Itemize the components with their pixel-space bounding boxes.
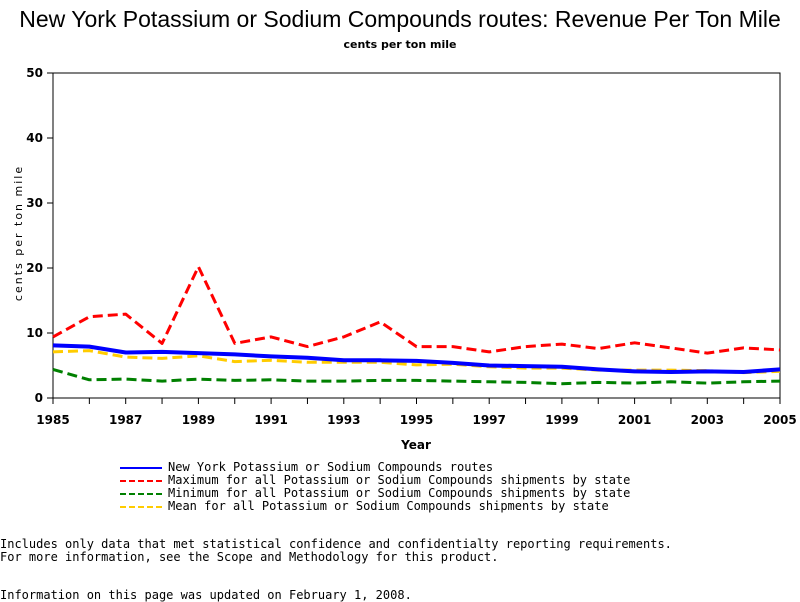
y-tick-label: 40 [26, 131, 43, 145]
legend-item: Maximum for all Potassium or Sodium Comp… [120, 474, 630, 487]
legend-swatch [120, 505, 162, 508]
line-chart: 0 10 20 30 40 50 1985 1987 1989 1991 1993 1995 1997 1… [12, 66, 797, 452]
legend-label: Minimum for all Potassium or Sodium Comp… [168, 486, 631, 500]
footnote-methodology: For more information, see the Scope and … [0, 550, 499, 564]
legend-item: New York Potassium or Sodium Compounds r… [120, 461, 630, 474]
x-tick-label: 1991 [254, 413, 287, 427]
x-tick-label: 2001 [618, 413, 651, 427]
y-tick-label: 20 [26, 261, 43, 275]
y-tick-label: 10 [26, 326, 43, 340]
x-tick-label: 1989 [182, 413, 215, 427]
chart-subtitle: cents per ton mile [343, 38, 457, 51]
legend-item: Mean for all Potassium or Sodium Compoun… [120, 500, 630, 513]
y-tick-label: 30 [26, 196, 43, 210]
chart-title: New York Potassium or Sodium Compounds r… [19, 6, 781, 32]
x-axis-label: Year [400, 438, 431, 452]
axes: 0 10 20 30 40 50 1985 1987 1989 1991 1993 1995 1997 1… [26, 66, 796, 427]
x-tick-label: 1993 [327, 413, 360, 427]
y-tick-label: 0 [35, 391, 43, 405]
x-tick-label: 2005 [763, 413, 796, 427]
x-tick-label: 1985 [36, 413, 69, 427]
legend-swatch [120, 479, 162, 482]
series-line-0 [52, 343, 781, 374]
legend-label: Maximum for all Potassium or Sodium Comp… [168, 473, 631, 487]
footnote-updated: Information on this page was updated on … [0, 588, 412, 602]
x-tick-label: 1999 [545, 413, 578, 427]
footnote-confidence: Includes only data that met statistical … [0, 537, 672, 551]
series-line-2 [52, 367, 781, 386]
y-tick-label: 50 [26, 66, 43, 80]
plot-frame [52, 72, 781, 399]
series-lines [52, 265, 781, 386]
legend: New York Potassium or Sodium Compounds r… [120, 461, 630, 513]
x-tick-label: 1997 [472, 413, 505, 427]
x-tick-label: 1987 [109, 413, 142, 427]
series-line-1 [52, 265, 781, 355]
legend-swatch [120, 492, 162, 495]
legend-label: New York Potassium or Sodium Compounds r… [168, 460, 494, 474]
legend-swatch [120, 466, 162, 469]
legend-item: Minimum for all Potassium or Sodium Comp… [120, 487, 630, 500]
x-tick-label: 1995 [400, 413, 433, 427]
x-tick-label: 2003 [691, 413, 724, 427]
legend-label: Mean for all Potassium or Sodium Compoun… [168, 499, 609, 513]
y-axis-label: cents per ton mile [12, 165, 25, 301]
